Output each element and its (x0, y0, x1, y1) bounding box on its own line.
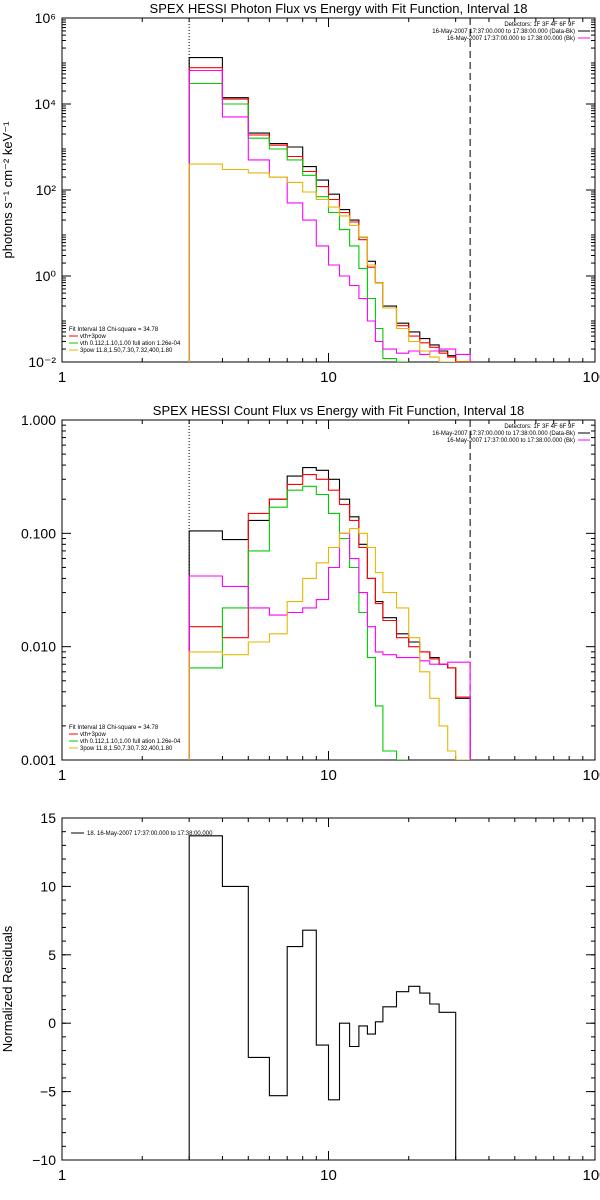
series-line-2 (188, 82, 409, 362)
x-tick-label: 10 (320, 1167, 337, 1184)
chart-title: SPEX HESSI Count Flux vs Energy with Fit… (153, 403, 524, 418)
y-tick-label: 10 (40, 878, 56, 894)
series-group (188, 835, 471, 1160)
y-tick-label: 10² (36, 182, 57, 198)
count-flux-panel: SPEX HESSI Count Flux vs Energy with Fit… (21, 403, 600, 784)
x-tick-label: 10 (320, 767, 337, 784)
x-tick-label: 1 (58, 767, 66, 784)
x-tick-label: 100 (582, 767, 600, 784)
y-tick-label: 0.100 (21, 525, 56, 541)
y-tick-label: −10 (32, 1152, 56, 1168)
series-line-0 (188, 467, 471, 760)
legend-bl-text: 3pow 11.8,1.50,7.30,7.32,400,1.80 (80, 348, 173, 354)
legend-tl-text: 18. 16-May-2007 17:37:00.000 to 17:38:00… (87, 831, 213, 837)
y-tick-label: 10⁻² (28, 354, 56, 370)
legend-bl-text: 3pow 11.8,1.50,7.30,7.32,400,1.80 (80, 746, 173, 752)
series-group (188, 467, 471, 760)
legend-bl-text: vth 0.112,1.10,1.00 full ation 1.26e-04 (80, 341, 181, 347)
y-tick-label: 10⁴ (34, 96, 56, 112)
legend-bl-text: vth+3pow (80, 732, 107, 738)
legend-bl-text: Fit Interval 18 Chi-square = 34.78 (69, 725, 159, 731)
x-tick-label: 100 (582, 369, 600, 386)
y-tick-label: 15 (40, 810, 56, 826)
series-line-0 (188, 835, 471, 1160)
x-tick-label: 1 (58, 1167, 66, 1184)
y-tick-label: 0.010 (21, 639, 56, 655)
legend-tr-text: 16-May-2007 17:37:00.000 to 17:38:00.000… (432, 431, 575, 437)
residuals-panel: 1 10 100 15 10 5 0 −5 −10 Normalized Residuals 18.… (0, 810, 600, 1184)
legend-tr-text: 16-May-2007 17:37:00.000 to 17:38:00.000… (447, 438, 575, 444)
x-tick-label: 10 (320, 369, 337, 386)
y-tick-label: 0.001 (21, 752, 56, 768)
legend-bl-text: vth+3pow (80, 334, 107, 340)
plot-frame (61, 817, 596, 1161)
series-line-1 (188, 67, 471, 362)
legend-bl-text: vth 0.112,1.10,1.00 full ation 1.26e-04 (80, 739, 181, 745)
y-axis-label: Normalized Residuals (0, 925, 15, 1052)
series-group (188, 57, 471, 362)
series-line-1 (188, 474, 471, 760)
y-tick-label: 0 (48, 1015, 56, 1031)
y-tick-label: −5 (40, 1084, 56, 1100)
y-tick-label: 10⁰ (35, 268, 57, 284)
legend-tr-text: 16-May-2007 17:37:00.000 to 17:38:00.000… (447, 36, 575, 42)
legend-tr-text: Detectors: 1F 3F 4F 6F 9F (504, 22, 575, 28)
legend-tr-text: 16-May-2007 17:37:00.000 to 17:38:00.000… (432, 29, 575, 35)
x-tick-label: 1 (58, 369, 66, 386)
y-tick-label: 5 (48, 947, 56, 963)
series-line-4 (188, 528, 471, 760)
y-tick-label: 1.000 (21, 412, 56, 428)
series-line-2 (188, 485, 409, 760)
y-axis-label: photons s⁻¹ cm⁻² keV⁻¹ (0, 121, 15, 259)
series-line-0 (188, 57, 471, 362)
series-line-4 (188, 163, 471, 362)
y-tick-label: 10⁶ (35, 10, 56, 26)
photon-flux-panel: SPEX HESSI Photon Flux vs Energy with Fi… (0, 1, 600, 386)
series-line-3 (188, 532, 471, 760)
series-line-3 (188, 69, 471, 362)
x-tick-label: 100 (582, 1167, 600, 1184)
legend-bl-text: Fit Interval 18 Chi-square = 34.78 (69, 327, 159, 333)
legend-tr-text: Detectors: 1F 3F 4F 6F 9F (504, 424, 575, 430)
chart-title: SPEX HESSI Photon Flux vs Energy with Fi… (150, 1, 528, 16)
